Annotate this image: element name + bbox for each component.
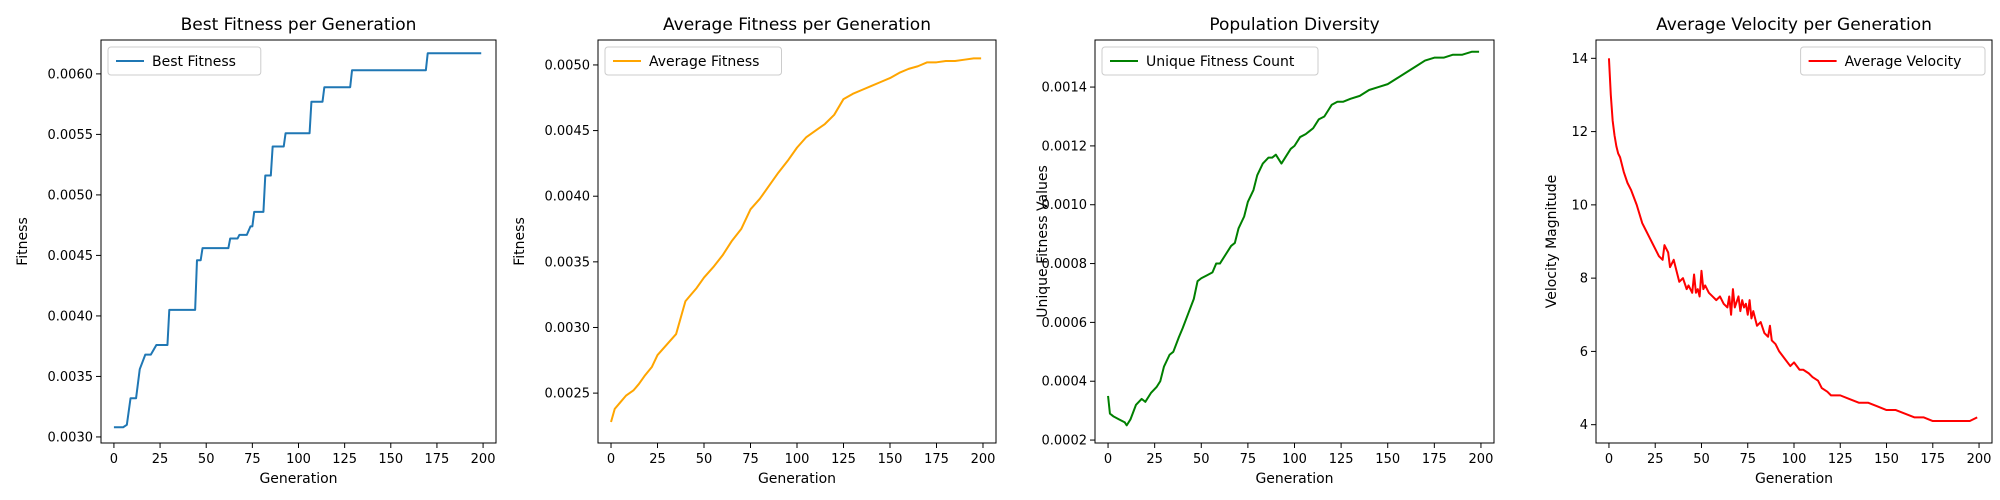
x-tick-label: 175	[1422, 452, 1447, 467]
y-tick-label: 0.0002	[1042, 434, 1088, 449]
y-tick-label: 0.0010	[1042, 198, 1088, 213]
y-axis-label: Fitness	[15, 217, 31, 266]
x-tick-label: 75	[1240, 452, 1257, 467]
x-tick-label: 125	[1828, 452, 1853, 467]
x-tick-label: 200	[471, 452, 496, 467]
x-tick-label: 50	[1693, 452, 1710, 467]
x-tick-label: 150	[1874, 452, 1899, 467]
series-line-1	[1607, 58, 1978, 423]
x-tick-label: 0	[1605, 452, 1613, 467]
x-tick-label: 25	[1647, 452, 1664, 467]
y-tick-label: 0.0045	[48, 249, 94, 264]
legend-box	[1800, 46, 1986, 76]
y-tick-label: 0.0030	[545, 321, 591, 336]
plot-frame	[1094, 39, 1495, 444]
x-tick-label: 100	[1282, 452, 1307, 467]
chart-title: Population Diversity	[1209, 15, 1379, 35]
y-tick-label: 0.0006	[1042, 316, 1088, 331]
series-line-1	[113, 52, 482, 429]
x-axis-label: Generation	[1755, 471, 1833, 487]
y-tick-label: 0.0040	[48, 309, 94, 324]
legend-box	[107, 46, 262, 76]
y-tick-label: 0.0030	[48, 430, 94, 445]
x-tick-label: 100	[785, 452, 810, 467]
y-tick-label: 0.0050	[545, 58, 591, 73]
x-axis-label: Generation	[758, 471, 836, 487]
x-tick-label: 150	[1375, 452, 1400, 467]
legend: Average Velocity	[1800, 46, 1986, 76]
x-tick-label: 175	[924, 452, 949, 467]
x-tick-label: 150	[378, 452, 403, 467]
x-tick-label: 100	[1782, 452, 1807, 467]
x-tick-label: 75	[1739, 452, 1756, 467]
legend-label: Average Velocity	[1845, 54, 1962, 70]
x-tick-label: 0	[607, 452, 615, 467]
chart-panel-2: Average Fitness per Generation 0 25 50 75 100…	[512, 15, 997, 487]
x-tick-label: 25	[152, 452, 169, 467]
chart-title: Best Fitness per Generation	[181, 15, 417, 35]
x-tick-label: 125	[332, 452, 357, 467]
y-tick-label: 4	[1580, 418, 1588, 433]
y-tick-label: 0.0012	[1042, 139, 1088, 154]
x-tick-label: 75	[742, 452, 759, 467]
y-tick-label: 14	[1571, 52, 1588, 67]
x-tick-label: 75	[244, 452, 261, 467]
y-tick-label: 12	[1571, 125, 1588, 140]
legend-label: Average Fitness	[649, 54, 759, 70]
plot-frame	[1595, 39, 1993, 444]
x-tick-label: 175	[1920, 452, 1945, 467]
y-tick-label: 0.0035	[545, 255, 591, 270]
x-tick-label: 25	[649, 452, 666, 467]
legend: Best Fitness	[107, 46, 262, 76]
y-tick-label: 0.0055	[48, 128, 94, 143]
x-tick-label: 50	[1193, 452, 1210, 467]
chart-panel-1: Best Fitness per Generation 0 25 50 75 100 125…	[15, 15, 497, 487]
x-tick-label: 0	[1104, 452, 1112, 467]
y-tick-label: 0.0035	[48, 370, 94, 385]
legend-box	[1101, 46, 1319, 76]
x-tick-label: 0	[110, 452, 118, 467]
x-axis-label: Generation	[259, 471, 337, 487]
chart-title: Average Fitness per Generation	[663, 15, 931, 35]
legend-label: Best Fitness	[152, 54, 236, 70]
x-tick-label: 50	[696, 452, 713, 467]
chart-title: Average Velocity per Generation	[1656, 15, 1932, 35]
y-axis-label: Fitness	[512, 217, 528, 266]
y-tick-label: 0.0014	[1042, 81, 1088, 96]
x-tick-label: 100	[286, 452, 311, 467]
x-tick-label: 200	[1469, 452, 1494, 467]
x-tick-label: 125	[831, 452, 856, 467]
legend: Unique Fitness Count	[1101, 46, 1319, 76]
x-tick-label: 175	[425, 452, 450, 467]
series-line-1	[610, 57, 982, 423]
plot-frame	[100, 39, 497, 444]
y-tick-label: 0.0060	[48, 67, 94, 82]
legend-box	[604, 46, 782, 76]
y-tick-label: 0.0040	[545, 190, 591, 205]
y-tick-label: 0.0008	[1042, 257, 1088, 272]
x-tick-label: 150	[878, 452, 903, 467]
y-axis-label: Velocity Magnitude	[1544, 175, 1560, 309]
y-tick-label: 0.0045	[545, 124, 591, 139]
chart-panel-4: Average Velocity per Generation 0 25 50 75 10…	[1544, 15, 1993, 487]
y-tick-label: 0.0004	[1042, 375, 1088, 390]
plot-frame	[597, 39, 997, 444]
x-axis-label: Generation	[1255, 471, 1333, 487]
x-tick-label: 25	[1146, 452, 1163, 467]
x-tick-label: 200	[971, 452, 996, 467]
x-tick-label: 200	[1967, 452, 1992, 467]
chart-panel-3: Population Diversity 0 25 50 75 100 125 150 175 2…	[1035, 15, 1495, 487]
legend: Average Fitness	[604, 46, 782, 76]
x-tick-label: 125	[1329, 452, 1354, 467]
y-tick-label: 8	[1580, 272, 1588, 287]
y-tick-label: 10	[1571, 198, 1588, 213]
series-line-1	[1107, 50, 1480, 427]
y-tick-label: 6	[1580, 345, 1588, 360]
y-tick-label: 0.0050	[48, 188, 94, 203]
legend-label: Unique Fitness Count	[1146, 54, 1295, 70]
y-axis-label: Unique Fitness Values	[1035, 165, 1051, 318]
y-tick-label: 0.0025	[545, 387, 591, 402]
x-tick-label: 50	[198, 452, 215, 467]
